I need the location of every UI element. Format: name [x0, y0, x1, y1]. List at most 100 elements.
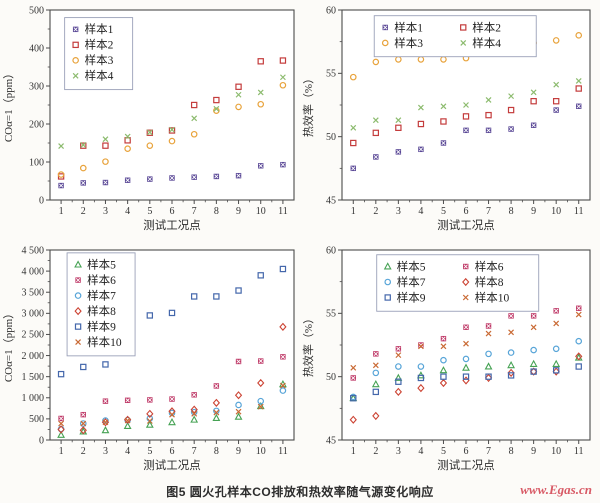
svg-text:4: 4	[125, 446, 130, 457]
svg-text:样本4: 样本4	[85, 69, 114, 83]
svg-text:样本1: 样本1	[85, 22, 114, 36]
svg-text:60: 60	[326, 245, 336, 256]
svg-text:1: 1	[351, 446, 356, 457]
svg-text:100: 100	[29, 157, 44, 168]
svg-text:4: 4	[418, 446, 423, 457]
chart-co-samples-1-4-svg: 1 2 3 4 5 6 7 8 9 10 11 0 100 200 300 400 500 测试工况点 COα=1（…	[2, 5, 295, 232]
svg-text:3: 3	[103, 206, 108, 217]
svg-text:样本4: 样本4	[472, 36, 501, 50]
svg-text:8: 8	[214, 446, 219, 457]
svg-text:样本2: 样本2	[472, 20, 501, 34]
svg-text:样本6: 样本6	[87, 273, 116, 287]
svg-text:样本7: 样本7	[397, 275, 426, 289]
svg-text:样本8: 样本8	[87, 304, 116, 318]
svg-text:1 000: 1 000	[22, 393, 45, 404]
svg-text:3: 3	[396, 446, 401, 457]
svg-text:1: 1	[59, 206, 64, 217]
svg-text:样本9: 样本9	[397, 290, 426, 304]
svg-text:3: 3	[103, 446, 108, 457]
svg-text:4 500: 4 500	[22, 245, 45, 256]
svg-text:8: 8	[214, 206, 219, 217]
svg-text:2: 2	[81, 446, 86, 457]
svg-text:2 500: 2 500	[22, 330, 45, 341]
svg-text:11: 11	[278, 446, 288, 457]
svg-text:COα=1（ppm）: COα=1（ppm）	[2, 308, 15, 382]
svg-text:测试工况点: 测试工况点	[437, 459, 495, 472]
svg-text:样本9: 样本9	[87, 319, 116, 333]
svg-text:0: 0	[39, 195, 44, 206]
svg-text:7: 7	[192, 446, 197, 457]
svg-text:45: 45	[326, 195, 336, 206]
chart-efficiency-samples-1-4: 1 2 3 4 5 6 7 8 9 10 11 45 50 55 60 测试工况点 热效率（%） 样本1 样本2 样本…	[300, 0, 600, 240]
svg-text:50: 50	[326, 132, 336, 143]
svg-text:5: 5	[147, 206, 152, 217]
svg-text:样本3: 样本3	[85, 53, 114, 67]
svg-text:样本1: 样本1	[394, 20, 423, 34]
svg-text:60: 60	[326, 5, 336, 16]
svg-text:样本10: 样本10	[87, 335, 122, 349]
svg-text:5: 5	[441, 446, 446, 457]
svg-text:1: 1	[59, 446, 64, 457]
svg-text:样本8: 样本8	[475, 275, 504, 289]
chart-co-samples-1-4: 1 2 3 4 5 6 7 8 9 10 11 0 100 200 300 400 500 测试工况点 COα=1（…	[0, 0, 300, 240]
svg-text:9: 9	[531, 446, 536, 457]
svg-text:45: 45	[326, 435, 336, 446]
svg-text:4: 4	[418, 206, 423, 217]
svg-text:10: 10	[256, 446, 266, 457]
svg-text:2: 2	[81, 206, 86, 217]
svg-text:6: 6	[170, 206, 175, 217]
chart-efficiency-samples-5-10: 1 2 3 4 5 6 7 8 9 10 11 45 50 55 60 测试工况点 热效率（%） 样本5 样本6 样本…	[300, 240, 600, 480]
svg-text:6: 6	[170, 446, 175, 457]
chart-co-samples-5-10: 1 2 3 4 5 6 7 8 9 10 11 0 500 1 000 1 500 2 000 2 500 3 0…	[0, 240, 300, 480]
svg-text:1 500: 1 500	[22, 372, 45, 383]
svg-text:2: 2	[373, 206, 378, 217]
svg-text:4: 4	[125, 206, 130, 217]
svg-text:3: 3	[396, 206, 401, 217]
svg-text:2 000: 2 000	[22, 351, 45, 362]
svg-text:5: 5	[147, 446, 152, 457]
svg-text:样本7: 样本7	[87, 288, 116, 302]
svg-text:7: 7	[486, 206, 491, 217]
svg-text:样本3: 样本3	[394, 36, 423, 50]
svg-text:COα=1（ppm）: COα=1（ppm）	[2, 68, 15, 142]
svg-text:0: 0	[39, 435, 44, 446]
svg-text:4 000: 4 000	[22, 266, 45, 277]
svg-text:1: 1	[351, 206, 356, 217]
svg-text:5: 5	[441, 206, 446, 217]
svg-text:3 500: 3 500	[22, 288, 45, 299]
svg-text:8: 8	[509, 206, 514, 217]
svg-text:400: 400	[29, 43, 44, 54]
svg-text:9: 9	[236, 206, 241, 217]
chart-co-samples-5-10-svg: 1 2 3 4 5 6 7 8 9 10 11 0 500 1 000 1 500 2 000 2 500 3 0…	[2, 245, 295, 472]
charts-grid: 1 2 3 4 5 6 7 8 9 10 11 0 100 200 300 400 500 测试工况点 COα=1（…	[0, 0, 600, 480]
svg-text:热效率（%）: 热效率（%）	[301, 313, 315, 377]
svg-text:7: 7	[486, 446, 491, 457]
svg-text:11: 11	[574, 446, 584, 457]
svg-text:55: 55	[326, 69, 336, 80]
svg-text:11: 11	[574, 206, 584, 217]
svg-text:300: 300	[29, 81, 44, 92]
svg-text:样本5: 样本5	[87, 257, 116, 271]
svg-text:样本5: 样本5	[397, 259, 426, 273]
svg-text:10: 10	[551, 446, 561, 457]
svg-text:10: 10	[551, 206, 561, 217]
svg-text:200: 200	[29, 119, 44, 130]
svg-text:8: 8	[509, 446, 514, 457]
svg-text:测试工况点: 测试工况点	[143, 219, 201, 232]
svg-text:50: 50	[326, 372, 336, 383]
svg-text:10: 10	[256, 206, 266, 217]
svg-text:样本10: 样本10	[475, 290, 510, 304]
svg-text:热效率（%）: 热效率（%）	[301, 73, 315, 137]
svg-text:9: 9	[531, 206, 536, 217]
svg-text:3 000: 3 000	[22, 309, 45, 320]
svg-text:样本2: 样本2	[85, 38, 114, 52]
svg-text:7: 7	[192, 206, 197, 217]
svg-text:55: 55	[326, 309, 336, 320]
svg-text:样本6: 样本6	[475, 259, 504, 273]
svg-text:测试工况点: 测试工况点	[437, 219, 495, 232]
caption-row: 图5 圆火孔样本CO排放和热效率随气源变化响应 www.Egas.cn	[0, 480, 600, 503]
svg-text:500: 500	[29, 5, 44, 16]
